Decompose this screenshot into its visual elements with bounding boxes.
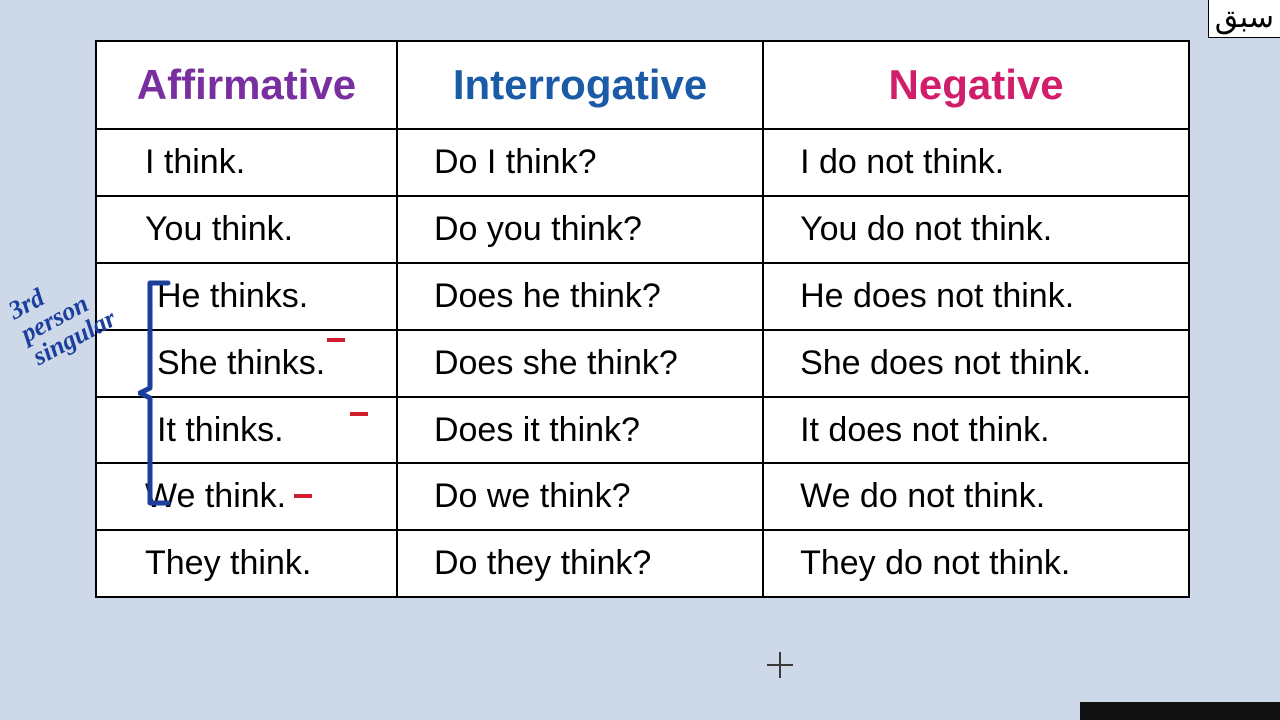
table-row: It thinks.Does it think?It does not thin…: [96, 397, 1189, 464]
header-affirmative: Affirmative: [96, 41, 397, 129]
table-cell: It does not think.: [763, 397, 1189, 464]
table-cell: We think.: [96, 463, 397, 530]
table-cell: Does he think?: [397, 263, 763, 330]
table-cell: Do they think?: [397, 530, 763, 597]
annot-line: 3rd: [4, 264, 87, 325]
table-cell: She does not think.: [763, 330, 1189, 397]
table-cell: Do I think?: [397, 129, 763, 196]
table-row: I think.Do I think?I do not think.: [96, 129, 1189, 196]
table-cell: She thinks.: [96, 330, 397, 397]
table-cell: We do not think.: [763, 463, 1189, 530]
header-interrogative: Interrogative: [397, 41, 763, 129]
table-cell: Does she think?: [397, 330, 763, 397]
table-cell: Do you think?: [397, 196, 763, 263]
grammar-table: Affirmative Interrogative Negative I thi…: [95, 40, 1190, 598]
table-header-row: Affirmative Interrogative Negative: [96, 41, 1189, 129]
table-row: He thinks.Does he think?He does not thin…: [96, 263, 1189, 330]
table-cell: He thinks.: [96, 263, 397, 330]
grammar-table-container: Affirmative Interrogative Negative I thi…: [95, 40, 1190, 598]
table-cell: Do we think?: [397, 463, 763, 530]
table-cell: I do not think.: [763, 129, 1189, 196]
table-cell: They think.: [96, 530, 397, 597]
table-row: We think.Do we think?We do not think.: [96, 463, 1189, 530]
table-cell: I think.: [96, 129, 397, 196]
table-cell: You think.: [96, 196, 397, 263]
table-cell: Does it think?: [397, 397, 763, 464]
cursor-crosshair-icon: [765, 650, 795, 680]
annot-line: person: [17, 287, 100, 348]
header-negative: Negative: [763, 41, 1189, 129]
bottom-dark-bar: [1080, 702, 1280, 720]
table-cell: It thinks.: [96, 397, 397, 464]
table-cell: They do not think.: [763, 530, 1189, 597]
table-row: They think.Do they think?They do not thi…: [96, 530, 1189, 597]
table-row: She thinks.Does she think?She does not t…: [96, 330, 1189, 397]
table-row: You think.Do you think?You do not think.: [96, 196, 1189, 263]
table-cell: You do not think.: [763, 196, 1189, 263]
logo-badge: سبق: [1208, 0, 1280, 38]
table-cell: He does not think.: [763, 263, 1189, 330]
